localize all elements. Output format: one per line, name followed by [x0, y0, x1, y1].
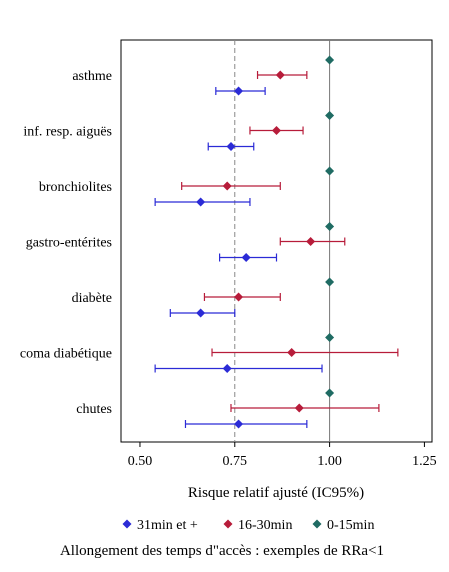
rr-marker	[325, 277, 335, 287]
rr-marker	[294, 403, 304, 413]
rr-marker	[325, 55, 335, 65]
rr-marker	[325, 388, 335, 398]
rr-marker	[222, 181, 232, 191]
rr-marker	[325, 333, 335, 342]
rr-marker	[325, 222, 335, 231]
legend-label: 31min et +	[137, 518, 198, 533]
rr-marker	[226, 142, 236, 151]
x-tick-label: 0.50	[128, 454, 153, 469]
rr-marker	[272, 126, 281, 135]
legend-label: 0-15min	[327, 518, 374, 533]
plot-area	[120, 39, 433, 443]
rr-marker	[325, 166, 335, 176]
category-label: chutes	[76, 402, 112, 417]
rr-marker	[222, 364, 232, 373]
category-label: inf. resp. aiguës	[23, 125, 112, 140]
x-tick-label: 0.75	[223, 454, 248, 469]
x-axis: 0.50 0.75 1.00 1.25	[128, 442, 437, 469]
category-label: bronchiolites	[39, 180, 112, 195]
category-label: coma diabétique	[20, 347, 112, 362]
rr-marker	[275, 70, 285, 80]
category-label: asthme	[72, 69, 112, 84]
rr-marker	[234, 419, 244, 429]
legend-marker	[223, 519, 233, 529]
rr-marker	[196, 197, 206, 207]
rr-marker	[306, 237, 316, 246]
category-label: diabète	[72, 291, 112, 306]
legend: 31min et + 16-30min 0-15min	[122, 518, 374, 533]
category-label: gastro-entérites	[26, 236, 112, 251]
rr-marker	[234, 86, 244, 96]
rr-marker	[325, 111, 335, 120]
x-tick-label: 1.00	[317, 454, 342, 469]
x-tick-label: 1.25	[412, 454, 437, 469]
rr-marker	[196, 308, 206, 318]
rr-marker	[241, 253, 251, 262]
x-axis-title: Risque relatif ajusté (IC95%)	[188, 485, 364, 501]
chart-caption: Allongement des temps d"accès : exemples…	[60, 543, 384, 559]
category-labels: asthme inf. resp. aiguës bronchiolites gast…	[20, 69, 112, 417]
plot-frame	[120, 39, 433, 443]
legend-marker	[312, 519, 322, 529]
legend-label: 16-30min	[238, 518, 292, 533]
rr-marker	[234, 292, 244, 302]
legend-marker	[122, 519, 132, 529]
rr-marker	[287, 348, 297, 357]
